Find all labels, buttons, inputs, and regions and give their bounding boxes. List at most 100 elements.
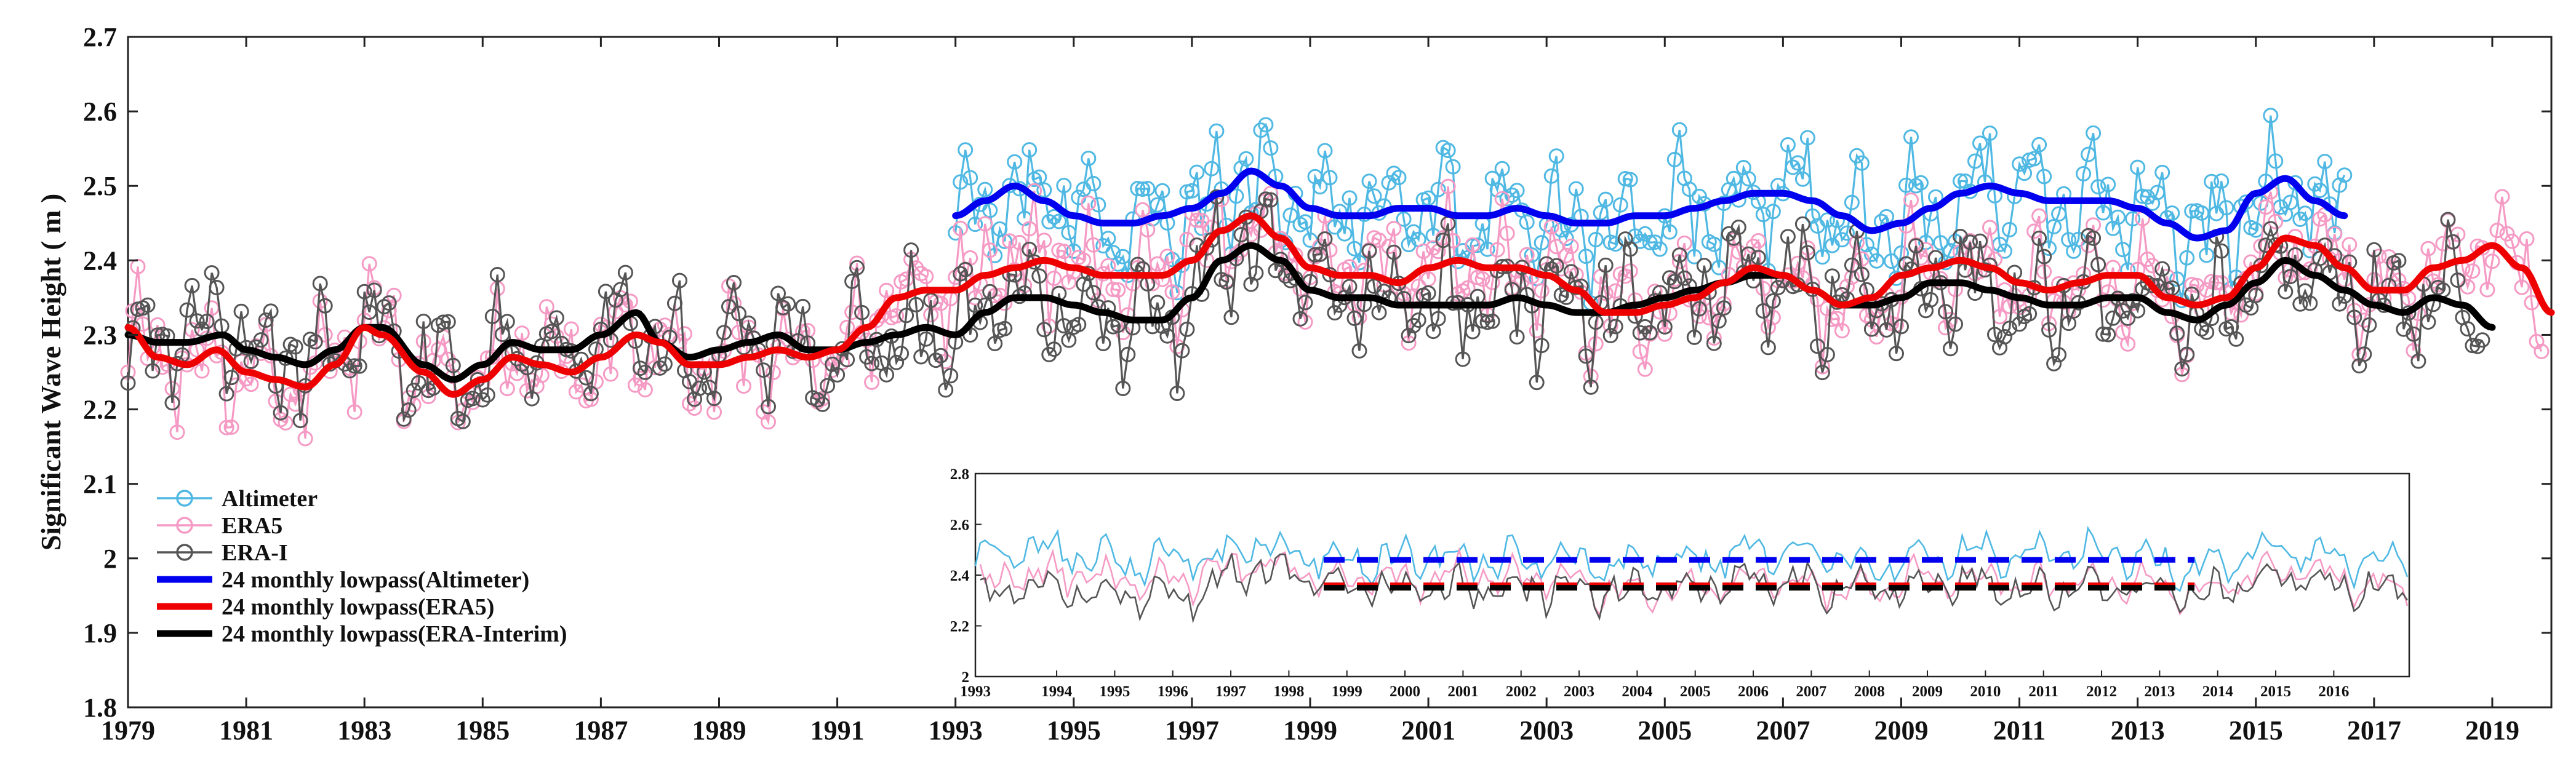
altimeter-marker (1406, 224, 1422, 240)
altimeter-marker (1135, 181, 1151, 197)
altimeter-marker (1637, 226, 1653, 242)
era5-marker (672, 333, 687, 349)
altimeter-marker (1430, 181, 1446, 197)
altimeter-marker (1652, 241, 1668, 257)
era5-marker (1548, 239, 1564, 255)
era-i-marker (731, 306, 746, 322)
era-i-marker (913, 349, 929, 365)
altimeter-marker (1543, 168, 1559, 184)
era5-marker (918, 269, 934, 284)
x-tick-label: 2015 (2229, 715, 2283, 745)
era-i-marker (2391, 253, 2407, 269)
era-i-marker (1558, 289, 1574, 305)
x-tick-label: 1985 (455, 715, 510, 745)
era5-marker (1534, 283, 1550, 299)
x-tick-label: 1999 (1283, 715, 1337, 745)
altimeter-marker (1534, 235, 1550, 251)
inset-mean-lines (1323, 557, 2194, 591)
era5-marker (2327, 226, 2343, 242)
altimeter-marker (1568, 181, 1584, 197)
era5-marker (1489, 242, 1505, 258)
era5-marker (1755, 280, 1771, 296)
x-tick-label: 1997 (1165, 715, 1219, 745)
altimeter-marker (1967, 153, 1983, 169)
era5-marker (1474, 271, 1490, 287)
era-i-marker (2179, 346, 2195, 362)
era-i-marker (1174, 343, 1190, 359)
altimeter-marker (1854, 155, 1870, 171)
era-i-marker (415, 314, 431, 329)
inset-x-tick-label: 2010 (1970, 683, 2001, 700)
era-i-marker (381, 295, 397, 311)
era-i-marker (1923, 292, 1938, 308)
altimeter-marker (1671, 122, 1687, 138)
era-i-marker (1529, 375, 1545, 391)
altimeter-marker (1933, 235, 1948, 251)
era-i-marker (1598, 257, 1614, 273)
altimeter-marker (1740, 171, 1756, 187)
era-i-marker (889, 354, 905, 370)
altimeter-marker (1898, 177, 1914, 193)
era-i-marker (2460, 321, 2476, 337)
era-i-marker (1671, 247, 1687, 263)
era-i-marker (1622, 241, 1638, 257)
era-i-marker (479, 387, 495, 403)
inset-x-tick-label: 2001 (1447, 683, 1478, 700)
era-i-marker (938, 382, 954, 398)
era-i-marker (2184, 286, 2200, 302)
era-i-marker (898, 308, 914, 324)
era-i-marker (2120, 310, 2136, 326)
era-i-marker (1430, 311, 1446, 327)
era-i-marker (1538, 256, 1554, 272)
era5-marker (1918, 242, 1934, 258)
inset-x-tick-label: 2006 (1738, 683, 1769, 700)
era-i-marker (1583, 379, 1599, 395)
inset-x-tick-label: 2015 (2260, 683, 2291, 700)
era-i-marker (2169, 325, 2185, 341)
altimeter-marker (1997, 243, 2012, 259)
altimeter-marker (1598, 191, 1614, 207)
era-i-marker (632, 360, 648, 376)
altimeter-marker (2046, 219, 2062, 234)
inset-x-tick-label: 2014 (2202, 683, 2234, 700)
altimeter-marker (2086, 125, 2102, 141)
era5-marker (1657, 326, 1673, 342)
altimeter-marker (1209, 123, 1225, 139)
era-i-marker (2361, 317, 2377, 333)
era-i-marker (2154, 261, 2170, 277)
era5-marker (2120, 336, 2136, 352)
era-i-marker (810, 392, 826, 408)
era-i-marker (396, 411, 412, 427)
x-tick-label: 2013 (2111, 715, 2165, 745)
y-tick-label: 2.4 (83, 245, 117, 276)
inset-chart: 1993 1994 1995 1996 1997 1998 1999 2000 2001 2002… (950, 466, 2410, 700)
era-i-marker (548, 310, 564, 326)
era5-marker (2258, 199, 2274, 215)
era-i-marker (2278, 284, 2294, 300)
altimeter-marker (1100, 231, 1116, 247)
era-i-marker (2302, 295, 2318, 311)
era5-marker (346, 404, 362, 420)
altimeter-marker (1819, 212, 1835, 228)
altimeter-marker (1366, 188, 1382, 204)
era-i-marker (1036, 322, 1052, 338)
altimeter-marker (1509, 183, 1525, 199)
lowpass-24-monthly-lowpass-altimeter- (952, 167, 2348, 242)
era-i-marker (2445, 234, 2461, 250)
era5-marker (1445, 232, 1461, 248)
era-i-line (127, 197, 2484, 423)
era-i-marker (273, 405, 289, 421)
era-i-marker (2086, 230, 2102, 246)
era-i-marker (1948, 316, 1963, 332)
inset-era5-line (979, 547, 2409, 617)
era5-marker (2489, 223, 2505, 239)
inset-x-tick-label: 2000 (1390, 683, 1420, 700)
era-i-marker (2312, 250, 2328, 266)
era-i-marker (849, 260, 865, 276)
era5-marker (2420, 240, 2436, 256)
era-i-marker (2440, 212, 2456, 228)
altimeter-marker (997, 233, 1013, 249)
altimeter-marker (1504, 187, 1520, 203)
era-i-marker (2145, 277, 2161, 293)
